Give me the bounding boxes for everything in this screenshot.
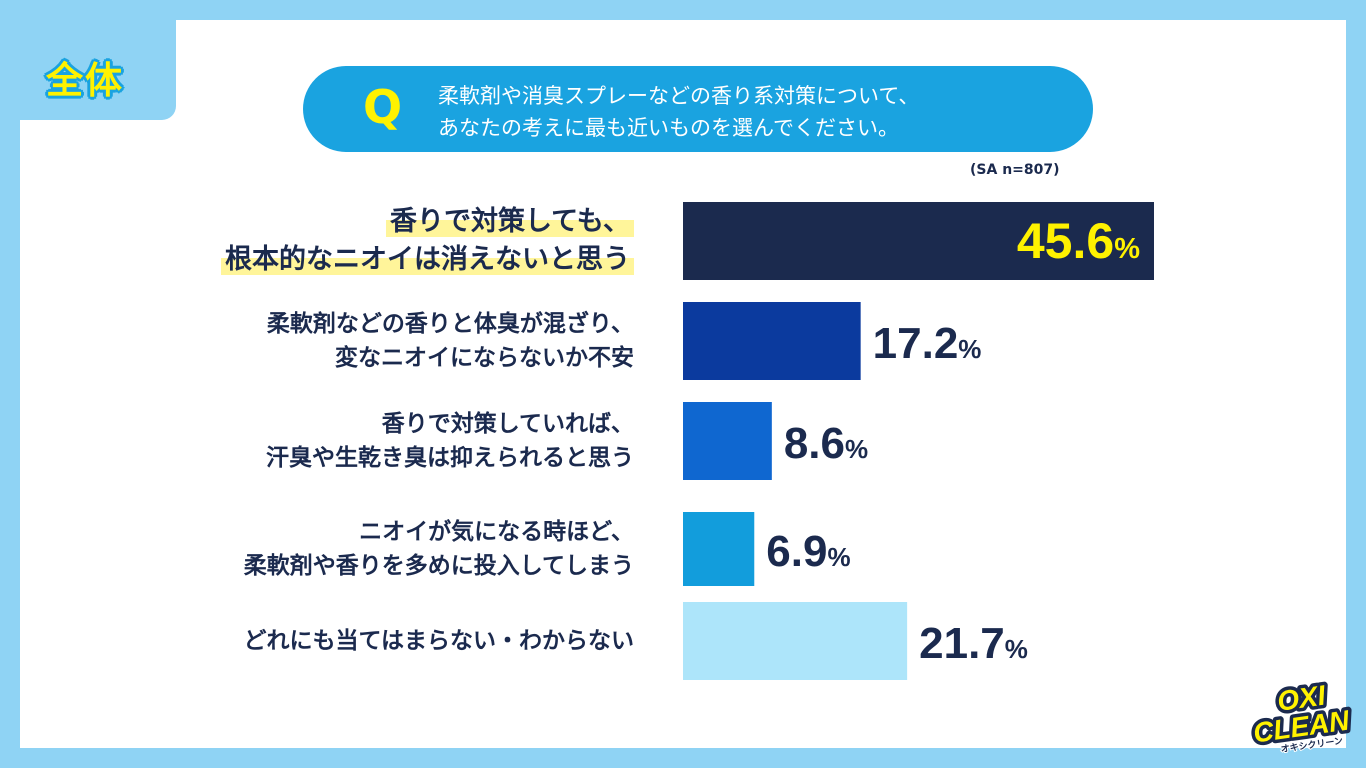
question-line-2: あなたの考えに最も近いものを選んでください。 xyxy=(438,116,899,140)
value-unit-3: % xyxy=(827,542,850,572)
logo-oxi: OXI xyxy=(1275,680,1328,717)
question-line-1: 柔軟剤や消臭スプレーなどの香り系対策について、 xyxy=(438,84,920,108)
category-label-1-line-1: 変なニオイにならないか不安 xyxy=(335,345,634,371)
category-label-2-line-1: 汗臭や生乾き臭は抑えられると思う xyxy=(266,445,634,471)
category-label-3: ニオイが気になる時ほど、柔軟剤や香りを多めに投入してしまう xyxy=(244,515,634,583)
slide-frame: 全体 Q 柔軟剤や消臭スプレーなどの香り系対策について、 あなたの考えに最も近い… xyxy=(20,20,1355,756)
category-label-4-line-0: どれにも当てはまらない・わからない xyxy=(243,628,634,654)
value-label-2: 8.6% xyxy=(784,419,868,468)
bar-3 xyxy=(683,512,755,586)
category-label-0-line-0: 香りで対策しても、 xyxy=(385,206,634,237)
question-letter: Q xyxy=(363,80,403,134)
category-label-4: どれにも当てはまらない・わからない xyxy=(243,624,634,658)
category-label-1-line-0: 柔軟剤などの香りと体臭が混ざり、 xyxy=(266,311,634,337)
value-number-4: 21.7 xyxy=(919,619,1005,668)
category-label-0-line-1: 根本的なニオイは消えないと思う xyxy=(221,244,634,275)
value-number-0: 45.6 xyxy=(1017,213,1114,269)
value-unit-1: % xyxy=(958,334,981,364)
bar-2 xyxy=(683,402,772,480)
question-box: Q 柔軟剤や消臭スプレーなどの香り系対策について、 あなたの考えに最も近いものを… xyxy=(303,66,1093,152)
value-label-0: 45.6% xyxy=(1017,213,1140,269)
category-label-0: 香りで対策しても、根本的なニオイは消えないと思う xyxy=(221,203,634,279)
category-label-1: 柔軟剤などの香りと体臭が混ざり、変なニオイにならないか不安 xyxy=(267,307,634,375)
value-label-1: 17.2% xyxy=(873,319,982,368)
bar-chart: 45.6%17.2%8.6%6.9%21.7% xyxy=(683,202,1154,680)
value-number-1: 17.2 xyxy=(873,319,959,368)
segment-tag: 全体 xyxy=(20,20,176,120)
value-unit-2: % xyxy=(845,434,868,464)
value-number-2: 8.6 xyxy=(784,419,845,468)
value-unit-0: % xyxy=(1114,233,1140,265)
value-label-3: 6.9% xyxy=(766,527,850,576)
sample-note: (SA n=807) xyxy=(970,162,1060,178)
bar-1 xyxy=(683,302,861,380)
value-unit-4: % xyxy=(1005,634,1028,664)
category-label-2-line-0: 香りで対策していれば、 xyxy=(381,411,634,437)
oxiclean-logo: OXI CLEAN オキシクリーン xyxy=(1248,680,1356,756)
value-number-3: 6.9 xyxy=(766,527,827,576)
category-label-3-line-1: 柔軟剤や香りを多めに投入してしまう xyxy=(243,553,634,579)
bar-4 xyxy=(683,602,908,680)
category-label-2: 香りで対策していれば、汗臭や生乾き臭は抑えられると思う xyxy=(266,407,634,475)
bar-0 xyxy=(683,202,1154,280)
value-label-4: 21.7% xyxy=(919,619,1028,668)
category-label-3-line-0: ニオイが気になる時ほど、 xyxy=(359,519,634,545)
segment-tag-text: 全体 xyxy=(46,59,124,102)
